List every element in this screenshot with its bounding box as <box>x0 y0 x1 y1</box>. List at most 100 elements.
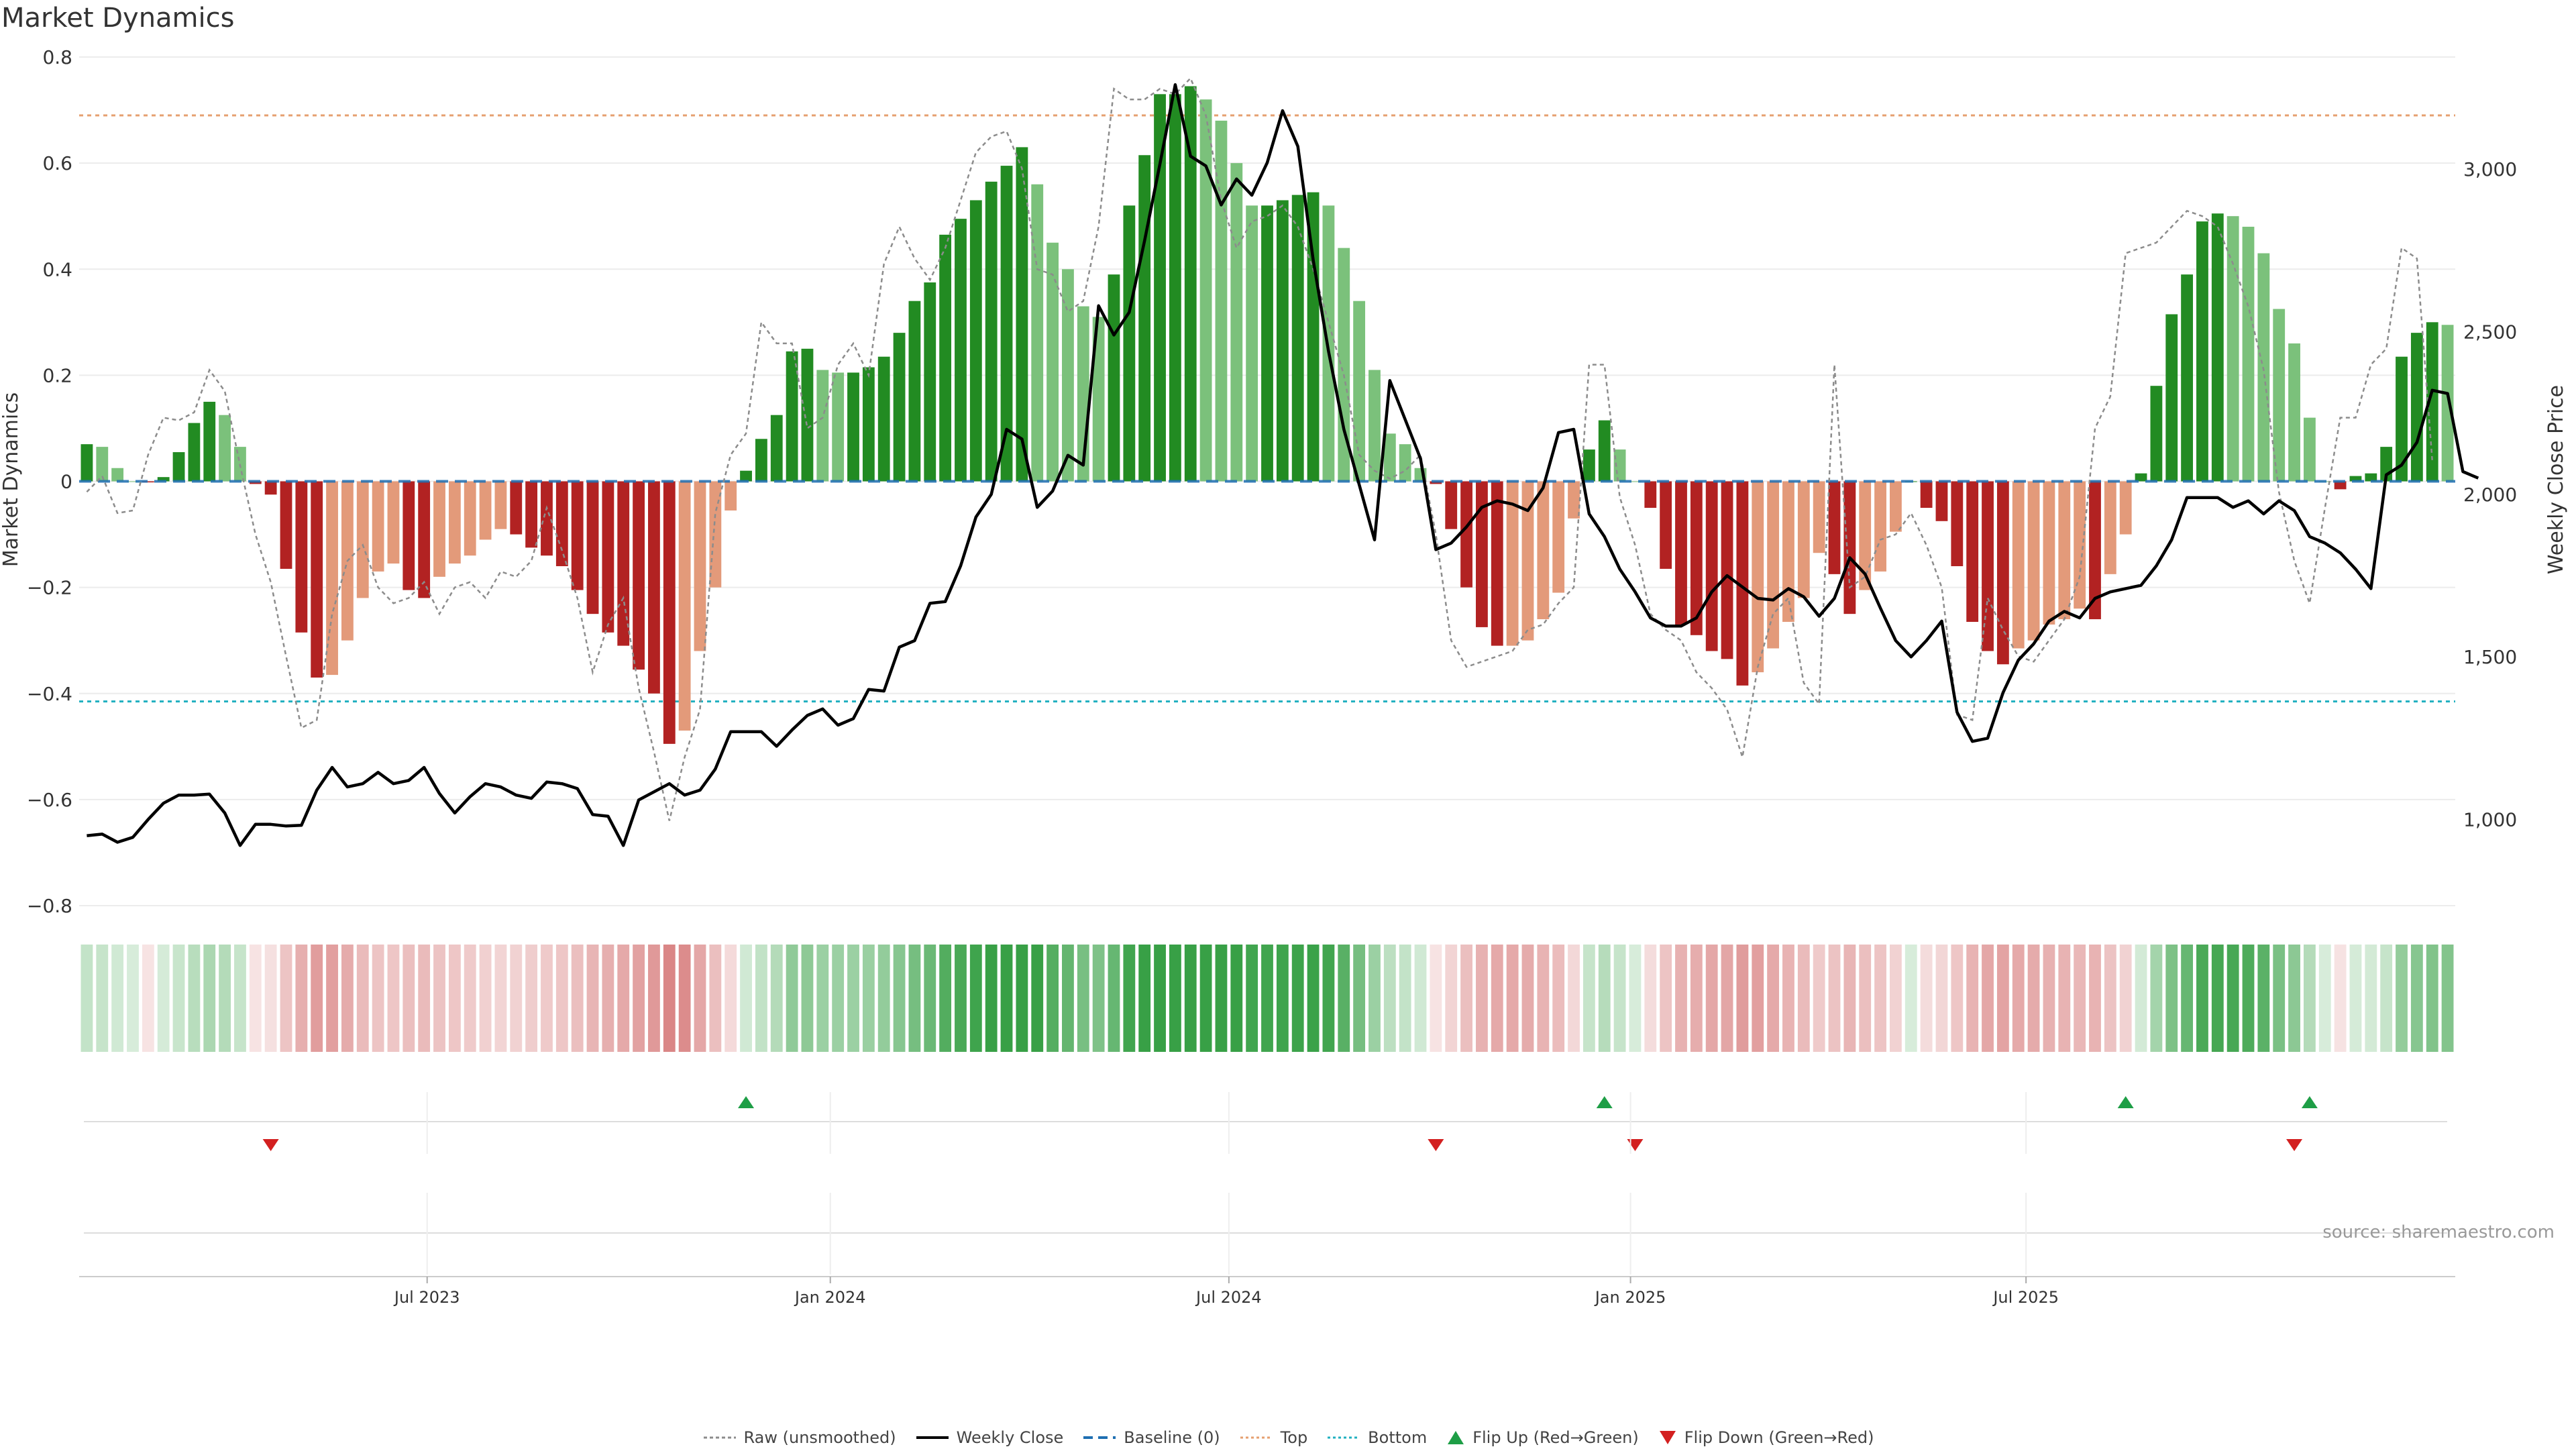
x-axis: Jul 2023 Jan 2024 Jul 2024 Jan 2025 Jul 2025 <box>79 1092 2455 1307</box>
regime-cell <box>1322 945 1335 1052</box>
bar <box>1828 481 1841 574</box>
regime-cell <box>295 945 308 1052</box>
bar <box>541 481 553 556</box>
flip-down-marker <box>1627 1139 1644 1151</box>
regime-cell <box>1368 945 1381 1052</box>
bar <box>2181 274 2194 482</box>
regime-cell <box>908 945 921 1052</box>
legend-top-label: Top <box>1280 1428 1308 1447</box>
bar <box>709 481 722 588</box>
regime-cell <box>1736 945 1749 1052</box>
regime-cell <box>969 945 982 1052</box>
regime-cell <box>1154 945 1166 1052</box>
bar <box>295 481 308 633</box>
bar <box>1246 205 1258 482</box>
bar <box>111 468 124 482</box>
y2-tick-label: 3,000 <box>2463 158 2517 180</box>
y2-tick-label: 1,500 <box>2463 646 2517 668</box>
regime-cell <box>832 945 845 1052</box>
regime-cell <box>877 945 890 1052</box>
regime-cell <box>1138 945 1151 1052</box>
regime-cell <box>1476 945 1488 1052</box>
bar <box>586 481 599 614</box>
bar <box>2303 417 2316 482</box>
regime-cell <box>2396 945 2408 1052</box>
bar <box>832 372 845 482</box>
bar <box>893 333 906 482</box>
bar <box>1935 481 1948 521</box>
regime-cell <box>326 945 338 1052</box>
bar <box>1062 269 1074 482</box>
legend-close-label: Weekly Close <box>956 1428 1064 1447</box>
bottom-line-icon <box>1328 1436 1360 1439</box>
regime-cell <box>1582 945 1595 1052</box>
regime-cell <box>1460 945 1472 1052</box>
regime-cell <box>2288 945 2300 1052</box>
regime-cell <box>249 945 262 1052</box>
regime-cell <box>402 945 415 1052</box>
regime-cell <box>2150 945 2163 1052</box>
y-axis-label-left: Market Dynamics <box>0 392 23 568</box>
regime-cell <box>1383 945 1396 1052</box>
regime-cell <box>740 945 752 1052</box>
bar <box>1813 481 1825 553</box>
bar <box>2043 481 2055 625</box>
regime-cell <box>1230 945 1243 1052</box>
bar <box>939 234 952 482</box>
regime-cell <box>786 945 798 1052</box>
regime-cell <box>724 945 737 1052</box>
regime-cell <box>617 945 630 1052</box>
bar <box>188 423 201 482</box>
regime-cell <box>1092 945 1105 1052</box>
regime-cell <box>2181 945 2194 1052</box>
bar <box>2196 221 2208 482</box>
bar <box>2119 481 2132 535</box>
legend-bottom-label: Bottom <box>1368 1428 1428 1447</box>
y-tick-label: 0.8 <box>42 46 72 68</box>
regime-cell <box>2211 945 2224 1052</box>
bar <box>1353 301 1366 482</box>
regime-cell <box>341 945 354 1052</box>
regime-cell <box>2365 945 2377 1052</box>
bar <box>1123 205 1136 482</box>
bars <box>80 86 2454 744</box>
bar <box>464 481 476 556</box>
regime-cell <box>2273 945 2286 1052</box>
bar <box>1368 370 1381 482</box>
regime-cell <box>2349 945 2362 1052</box>
regime-cell <box>1767 945 1780 1052</box>
regime-cell <box>1904 945 1917 1052</box>
bar <box>1721 481 1733 659</box>
regime-cell <box>1521 945 1534 1052</box>
regime-cell <box>1721 945 1733 1052</box>
bar <box>724 481 737 511</box>
reference-lines <box>79 114 2455 703</box>
bar <box>2027 481 2040 641</box>
regime-cell <box>234 945 246 1052</box>
regime-cell <box>1890 945 1902 1052</box>
bar <box>1675 481 1687 625</box>
regime-cell <box>418 945 431 1052</box>
regime-cell <box>541 945 553 1052</box>
bar <box>786 351 798 482</box>
top-line-icon <box>1240 1436 1273 1439</box>
regime-cell <box>1000 945 1013 1052</box>
regime-cell <box>1568 945 1580 1052</box>
bar <box>1996 481 2009 665</box>
legend-close: Weekly Close <box>915 1428 1064 1447</box>
bar <box>1491 481 1503 646</box>
bar <box>1184 86 1197 482</box>
bar <box>2135 473 2147 482</box>
regime-cell <box>1276 945 1289 1052</box>
regime-cell <box>2303 945 2316 1052</box>
y2-tick-label: 1,000 <box>2463 809 2517 831</box>
bar <box>2058 481 2071 620</box>
regime-cell <box>816 945 829 1052</box>
regime-cell <box>387 945 400 1052</box>
bar <box>1506 481 1519 646</box>
bar <box>1399 444 1411 482</box>
bar <box>1016 147 1028 482</box>
bar <box>2349 476 2362 482</box>
regime-cell <box>2165 945 2178 1052</box>
